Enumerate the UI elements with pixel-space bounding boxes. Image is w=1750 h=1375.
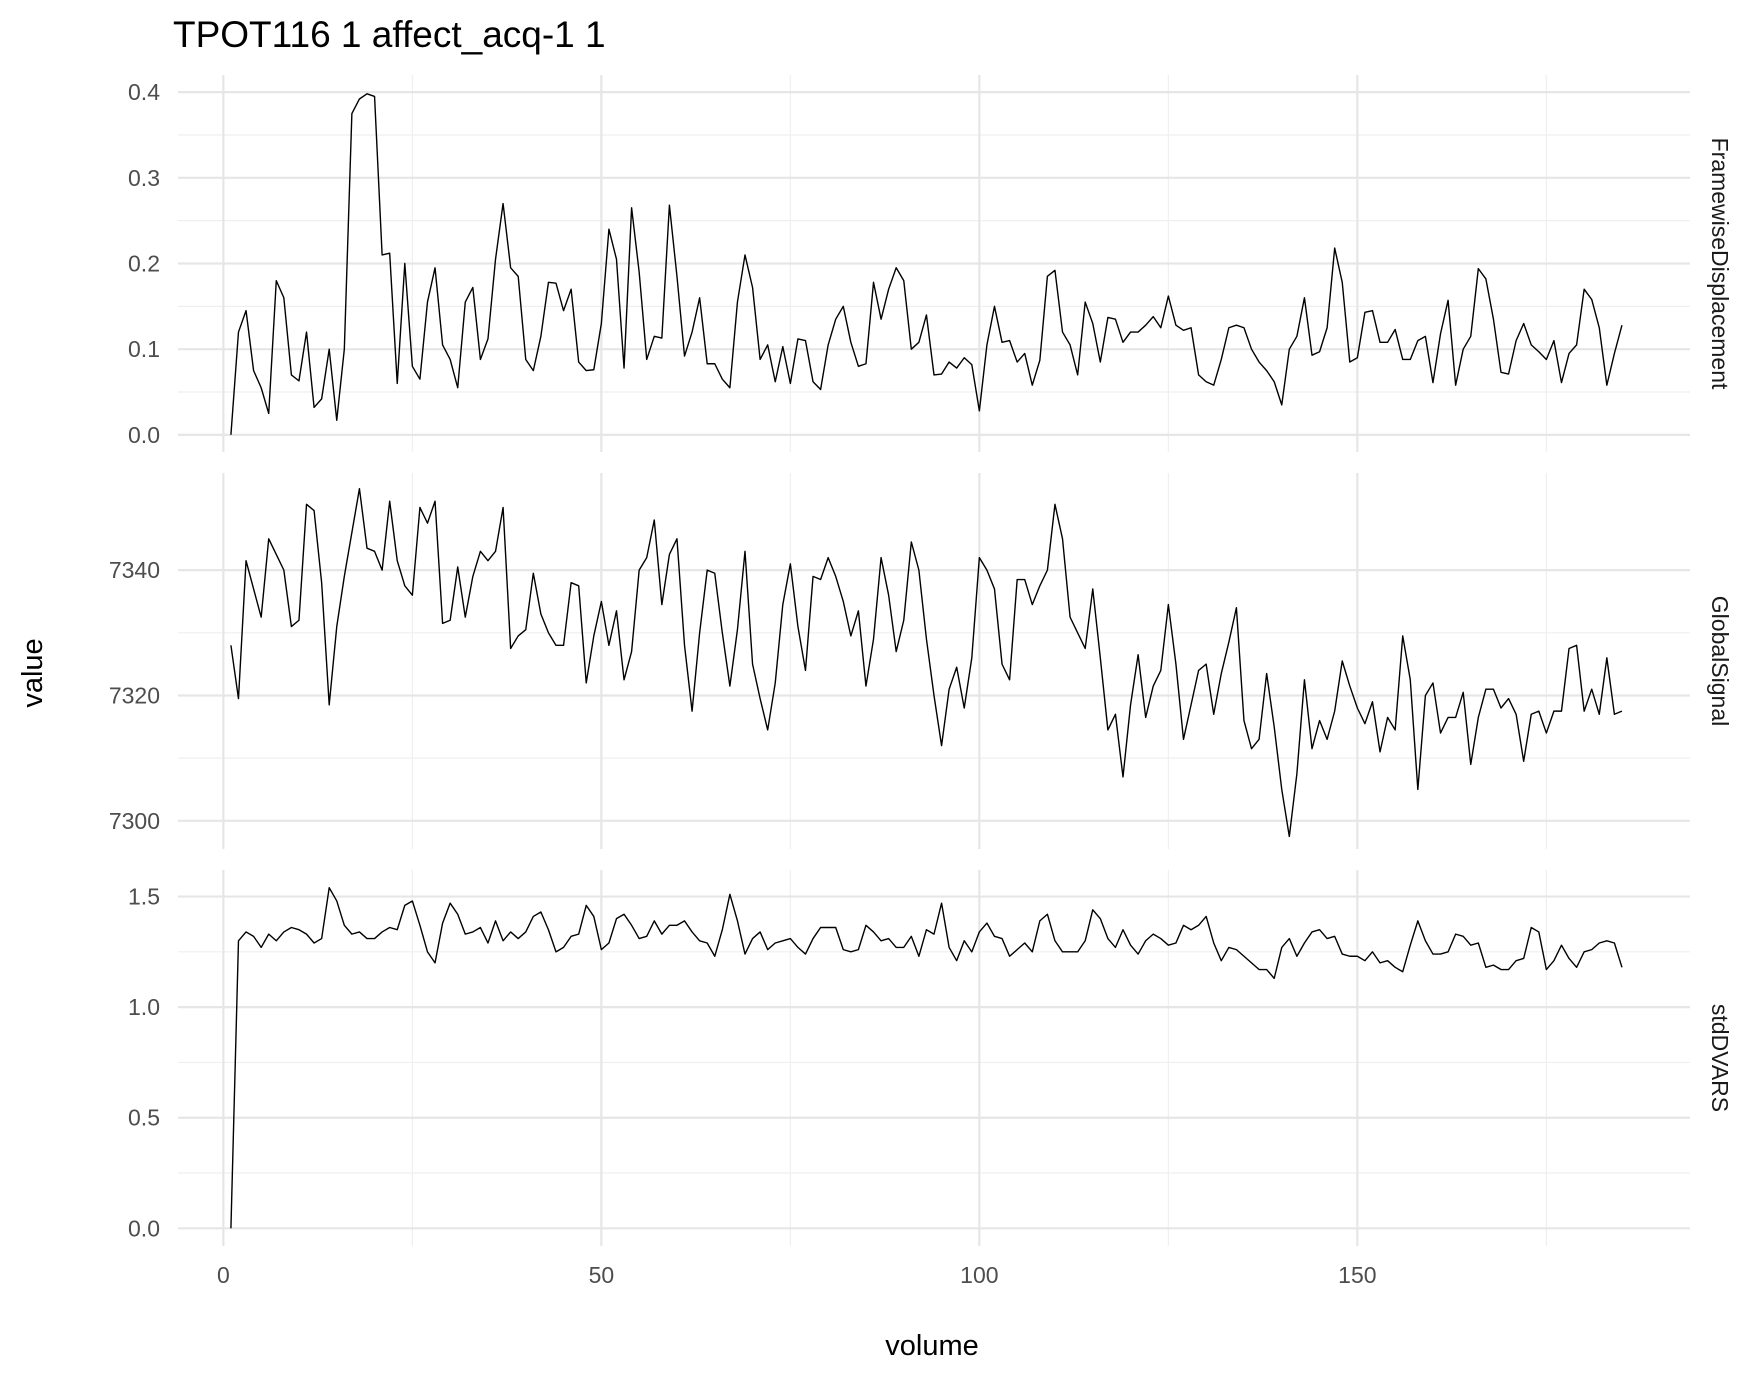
y-tick-label: 1.0 (128, 994, 160, 1020)
x-axis-title: volume (885, 1330, 979, 1362)
facet-strip-label: stdDVARS (1707, 1004, 1733, 1112)
y-axis-title: value (17, 638, 49, 707)
series-line-stdDVARS (230, 886, 1623, 1229)
facet-strip-label: GlobalSignal (1707, 596, 1733, 726)
series-line-FramewiseDisplacement (230, 93, 1623, 435)
series-line-GlobalSignal (230, 487, 1623, 838)
y-tick-label: 1.5 (128, 884, 160, 910)
y-tick-label: 0.3 (128, 165, 160, 191)
x-axis-ticks: 0 50 100 150 (217, 1262, 1377, 1288)
facet-panel: 0.0 0.5 1.0 1.5 stdDVARS (128, 870, 1733, 1246)
x-tick-label: 100 (960, 1262, 998, 1288)
x-tick-label: 150 (1338, 1262, 1376, 1288)
x-tick-label: 0 (217, 1262, 230, 1288)
y-tick-label: 0.2 (128, 251, 160, 277)
y-tick-label: 0.0 (128, 422, 160, 448)
facet-panel: 7300 7320 7340 GlobalSignal (109, 473, 1733, 849)
y-tick-label: 7320 (109, 682, 160, 708)
y-tick-label: 7300 (109, 808, 160, 834)
x-tick-label: 50 (589, 1262, 615, 1288)
y-tick-label: 0.0 (128, 1215, 160, 1241)
y-tick-label: 7340 (109, 557, 160, 583)
facet-panel: 0.0 0.1 0.2 0.3 0.4 FramewiseDisplacement (128, 75, 1733, 452)
y-tick-label: 0.5 (128, 1105, 160, 1131)
y-tick-label: 0.4 (128, 79, 160, 105)
chart-title: TPOT116 1 affect_acq-1 1 (173, 14, 606, 55)
facet-panels: 0.0 0.1 0.2 0.3 0.4 FramewiseDisplacement 7300… (109, 75, 1733, 1246)
facet-strip-label: FramewiseDisplacement (1707, 138, 1733, 390)
y-tick-label: 0.1 (128, 336, 160, 362)
